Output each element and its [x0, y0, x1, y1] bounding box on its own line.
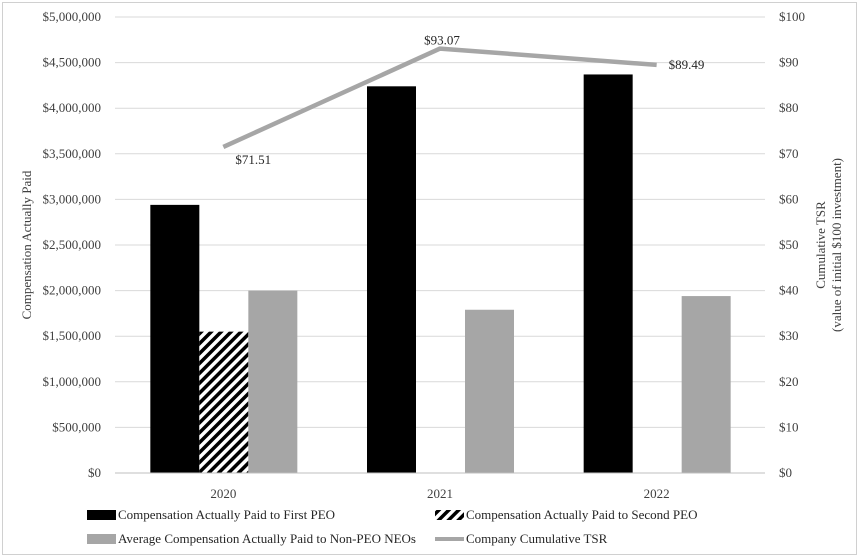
- bar-non-peo-neos: [465, 309, 514, 473]
- x-tick-label: 2020: [210, 486, 236, 501]
- y-right-tick-label: $10: [779, 419, 799, 434]
- y-tick-label: $3,500,000: [43, 146, 102, 161]
- tsr-data-label: $71.51: [235, 152, 271, 167]
- bar-non-peo-neos: [681, 296, 731, 473]
- bar-first-peo: [150, 204, 200, 473]
- legend-label: Compensation Actually Paid to First PEO: [118, 507, 335, 522]
- y-right-tick-label: $0: [779, 465, 792, 480]
- x-tick-label: 2021: [427, 486, 453, 501]
- y-tick-label: $4,500,000: [43, 55, 102, 70]
- y-right-tick-label: $40: [779, 283, 799, 298]
- y-tick-label: $1,500,000: [43, 328, 102, 343]
- y-right-axis-title: Cumulative TSR: [813, 201, 828, 289]
- legend-label: Compensation Actually Paid to Second PEO: [466, 507, 697, 522]
- tsr-data-label: $93.07: [424, 33, 460, 48]
- legend-swatch: [435, 510, 464, 520]
- y-right-tick-label: $80: [779, 100, 799, 115]
- y-tick-label: $0: [88, 465, 101, 480]
- bar-non-peo-neos: [248, 290, 298, 473]
- y-tick-label: $5,000,000: [43, 9, 102, 24]
- tsr-data-label: $89.49: [669, 57, 705, 72]
- y-right-axis-subtitle: (value of initial $100 investment): [829, 158, 844, 332]
- legend-label: Company Cumulative TSR: [466, 531, 608, 546]
- bar-first-peo: [367, 86, 416, 473]
- y-right-tick-label: $90: [779, 55, 799, 70]
- y-right-tick-label: $20: [779, 374, 799, 389]
- legend-label: Average Compensation Actually Paid to No…: [118, 531, 416, 546]
- y-tick-label: $4,000,000: [43, 100, 102, 115]
- y-tick-label: $2,000,000: [43, 283, 102, 298]
- y-tick-label: $3,000,000: [43, 191, 102, 206]
- y-tick-label: $500,000: [52, 419, 101, 434]
- legend-swatch: [87, 534, 116, 544]
- y-tick-label: $1,000,000: [43, 374, 102, 389]
- y-right-tick-label: $50: [779, 237, 799, 252]
- x-tick-label: 2022: [644, 486, 670, 501]
- y-right-tick-label: $60: [779, 191, 799, 206]
- y-axis-title: Compensation Actually Paid: [19, 170, 34, 319]
- chart-svg: $0 $0 $500,000 $10 $1,000,000 $20 $1,500,000 $3…: [19, 9, 844, 546]
- bar-second-peo: [199, 331, 249, 473]
- tsr-line: [222, 46, 657, 149]
- y-right-tick-label: $70: [779, 146, 799, 161]
- legend-swatch: [87, 510, 116, 520]
- y-right-tick-label: $30: [779, 328, 799, 343]
- bar-first-peo: [583, 74, 633, 474]
- y-right-tick-label: $100: [779, 9, 805, 24]
- y-tick-label: $2,500,000: [43, 237, 102, 252]
